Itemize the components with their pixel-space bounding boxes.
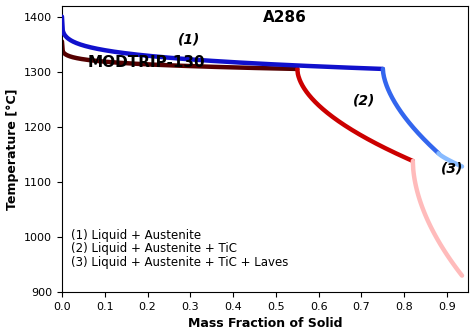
Text: (1): (1) bbox=[177, 32, 200, 46]
Text: (1) Liquid + Austenite: (1) Liquid + Austenite bbox=[71, 229, 201, 242]
Text: (3): (3) bbox=[441, 161, 463, 175]
Text: (2) Liquid + Austenite + TiC: (2) Liquid + Austenite + TiC bbox=[71, 243, 237, 255]
Text: MODTRIP-130: MODTRIP-130 bbox=[88, 55, 205, 70]
Y-axis label: Temperature [°C]: Temperature [°C] bbox=[6, 88, 18, 210]
X-axis label: Mass Fraction of Solid: Mass Fraction of Solid bbox=[188, 318, 342, 330]
Text: (2): (2) bbox=[353, 94, 375, 108]
Text: (3) Liquid + Austenite + TiC + Laves: (3) Liquid + Austenite + TiC + Laves bbox=[71, 256, 288, 269]
Text: A286: A286 bbox=[263, 10, 307, 25]
